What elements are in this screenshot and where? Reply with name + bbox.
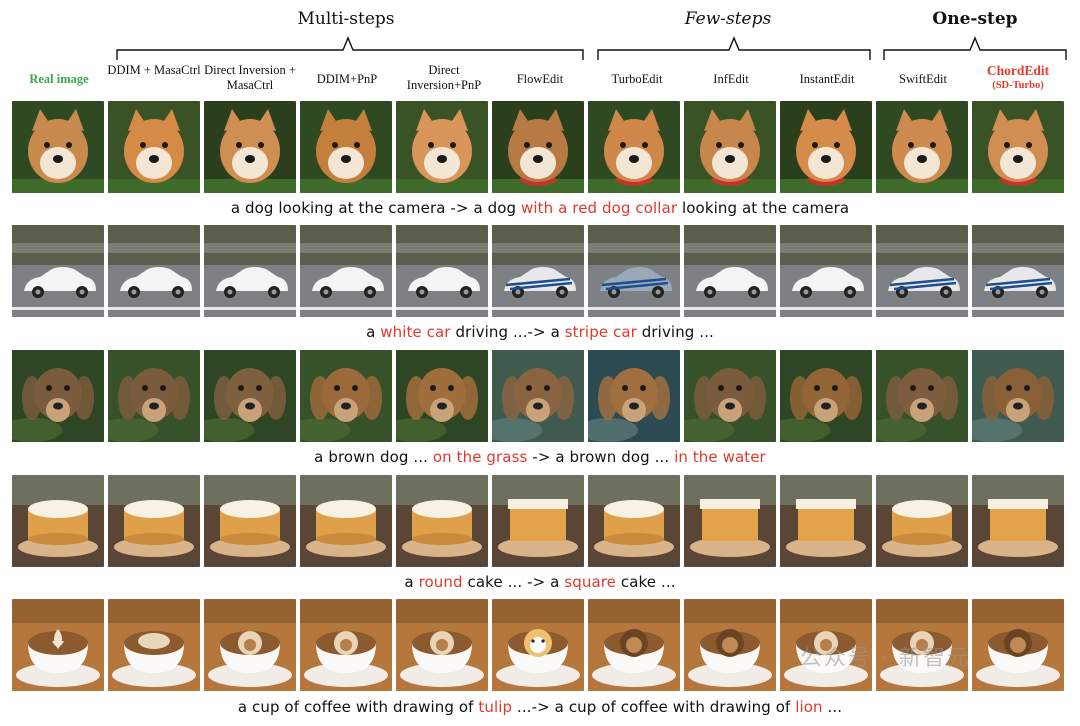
result-image-coffee-col-5 <box>396 599 488 691</box>
group-title-few-steps: Few-steps <box>684 9 772 29</box>
result-image-cake-col-10 <box>876 475 968 567</box>
col-label-direct-inversion-masactrl: Direct Inversion + MasaCtrl <box>204 63 296 92</box>
result-image-cake-col-2 <box>108 475 200 567</box>
result-image-shiba-col-1 <box>12 101 104 193</box>
result-image-shiba-col-2 <box>108 101 200 193</box>
result-image-lab-col-10 <box>876 350 968 442</box>
result-image-coffee-col-7 <box>588 599 680 691</box>
result-image-cake-col-1 <box>12 475 104 567</box>
result-image-lab-col-9 <box>780 350 872 442</box>
col-label-chordedit-sub: (SD-Turbo) <box>992 80 1044 91</box>
col-label-ddim-masactrl: DDIM + MasaCtrl <box>107 63 201 77</box>
result-image-lab-col-4 <box>300 350 392 442</box>
result-image-cake-col-5 <box>396 475 488 567</box>
result-image-shiba-col-4 <box>300 101 392 193</box>
group-title-one-step: One-step <box>932 9 1018 29</box>
result-image-lab-col-5 <box>396 350 488 442</box>
result-image-cake-col-7 <box>588 475 680 567</box>
result-image-car-col-5 <box>396 225 488 317</box>
caption-row-3: a brown dog ... on the grass -> a brown … <box>314 448 766 466</box>
result-image-shiba-col-8 <box>684 101 776 193</box>
result-image-coffee-col-6 <box>492 599 584 691</box>
col-label-turboedit: TurboEdit <box>611 72 663 86</box>
result-image-coffee-col-9 <box>780 599 872 691</box>
result-image-car-col-8 <box>684 225 776 317</box>
result-image-coffee-col-10 <box>876 599 968 691</box>
result-image-car-col-9 <box>780 225 872 317</box>
result-image-shiba-col-5 <box>396 101 488 193</box>
col-label-chordedit-name: ChordEdit <box>986 63 1050 78</box>
col-label-flowedit: FlowEdit <box>516 72 564 86</box>
col-label-instantedit: InstantEdit <box>799 72 855 86</box>
result-image-coffee-col-11 <box>972 599 1064 691</box>
result-image-shiba-col-3 <box>204 101 296 193</box>
result-image-cake-col-8 <box>684 475 776 567</box>
result-image-lab-col-1 <box>12 350 104 442</box>
col-label-infedit: InfEdit <box>713 72 749 86</box>
result-image-shiba-col-9 <box>780 101 872 193</box>
caption-row-5: a cup of coffee with drawing of tulip ..… <box>237 698 843 716</box>
result-image-lab-col-8 <box>684 350 776 442</box>
result-image-lab-col-2 <box>108 350 200 442</box>
result-image-car-col-7 <box>588 225 680 317</box>
caption-row-2: a white car driving ...-> a stripe car d… <box>366 323 714 341</box>
result-image-lab-col-11 <box>972 350 1064 442</box>
result-image-car-col-10 <box>876 225 968 317</box>
group-title-multi-steps: Multi-steps <box>297 9 395 29</box>
result-image-car-col-1 <box>12 225 104 317</box>
result-image-car-col-3 <box>204 225 296 317</box>
result-image-shiba-col-6 <box>492 101 584 193</box>
result-image-car-col-2 <box>108 225 200 317</box>
result-image-coffee-col-3 <box>204 599 296 691</box>
col-label-direct-inversion-pnp: Direct Inversion+PnP <box>406 63 482 92</box>
result-image-lab-col-6 <box>492 350 584 442</box>
col-label-ddim-pnp: DDIM+PnP <box>316 72 378 86</box>
result-image-coffee-col-1 <box>12 599 104 691</box>
brace-few-steps <box>597 36 871 60</box>
result-image-coffee-col-4 <box>300 599 392 691</box>
result-image-cake-col-11 <box>972 475 1064 567</box>
brace-multi-steps <box>116 36 584 60</box>
result-image-cake-col-6 <box>492 475 584 567</box>
result-image-lab-col-3 <box>204 350 296 442</box>
col-label-swiftedit: SwiftEdit <box>899 72 947 86</box>
result-image-shiba-col-7 <box>588 101 680 193</box>
result-image-car-col-11 <box>972 225 1064 317</box>
result-image-lab-col-7 <box>588 350 680 442</box>
result-image-coffee-col-8 <box>684 599 776 691</box>
watermark: 公众号 · 新智元 <box>800 646 971 671</box>
caption-row-4: a round cake ... -> a square cake ... <box>404 573 676 591</box>
result-image-car-col-4 <box>300 225 392 317</box>
result-image-cake-col-3 <box>204 475 296 567</box>
result-image-car-col-6 <box>492 225 584 317</box>
caption-row-1: a dog looking at the camera -> a dog wit… <box>230 199 850 217</box>
col-label-chordedit: ChordEdit (SD-Turbo) <box>968 63 1068 93</box>
result-image-cake-col-4 <box>300 475 392 567</box>
result-image-shiba-col-10 <box>876 101 968 193</box>
brace-one-step <box>883 36 1067 60</box>
result-image-coffee-col-2 <box>108 599 200 691</box>
result-image-cake-col-9 <box>780 475 872 567</box>
result-image-shiba-col-11 <box>972 101 1064 193</box>
col-label-real-image: Real image <box>29 72 89 86</box>
